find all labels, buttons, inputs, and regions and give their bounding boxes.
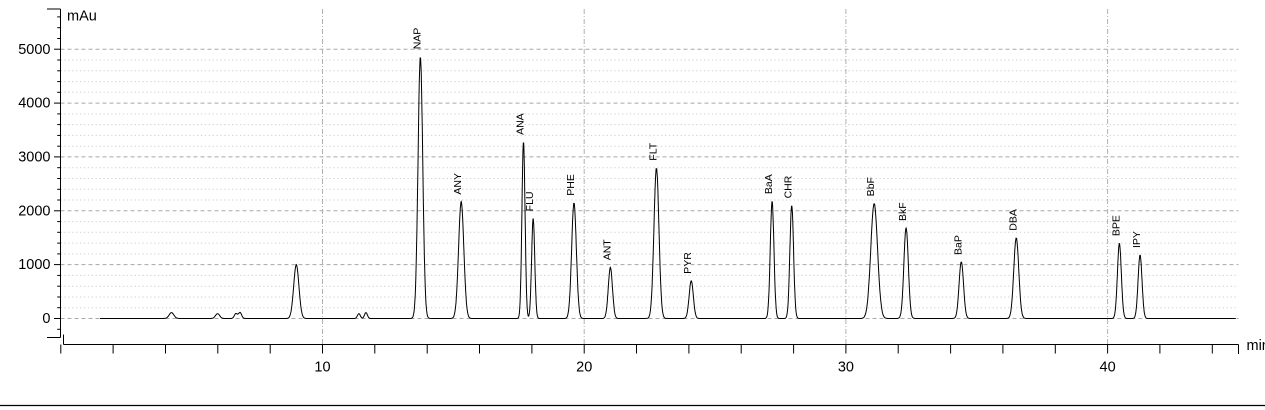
svg-text:DBA: DBA <box>1007 209 1019 231</box>
svg-text:ANY: ANY <box>452 173 464 195</box>
svg-text:10: 10 <box>314 360 330 376</box>
svg-text:PYR: PYR <box>682 252 694 274</box>
svg-text:ANT: ANT <box>601 239 613 261</box>
svg-text:3000: 3000 <box>18 149 50 165</box>
svg-text:BPE: BPE <box>1110 215 1122 236</box>
svg-text:min: min <box>1247 338 1265 354</box>
svg-text:BaP: BaP <box>952 235 964 255</box>
svg-text:5000: 5000 <box>18 42 50 58</box>
svg-text:FLU: FLU <box>524 191 536 211</box>
svg-text:1000: 1000 <box>18 257 50 273</box>
svg-text:PHE: PHE <box>565 174 577 196</box>
svg-text:30: 30 <box>838 360 854 376</box>
svg-text:mAu: mAu <box>67 9 97 25</box>
svg-text:0: 0 <box>42 311 50 327</box>
svg-text:CHR: CHR <box>783 175 795 198</box>
svg-text:20: 20 <box>576 360 592 376</box>
svg-text:BaA: BaA <box>763 174 775 194</box>
svg-text:4000: 4000 <box>18 96 50 112</box>
svg-text:40: 40 <box>1100 360 1116 376</box>
svg-text:IPY: IPY <box>1131 231 1143 248</box>
svg-text:NAP: NAP <box>411 28 423 50</box>
svg-text:BkF: BkF <box>897 202 909 221</box>
svg-text:FLT: FLT <box>647 142 659 160</box>
svg-text:ANA: ANA <box>515 113 527 135</box>
svg-text:BbF: BbF <box>865 177 877 196</box>
svg-text:2000: 2000 <box>18 203 50 219</box>
